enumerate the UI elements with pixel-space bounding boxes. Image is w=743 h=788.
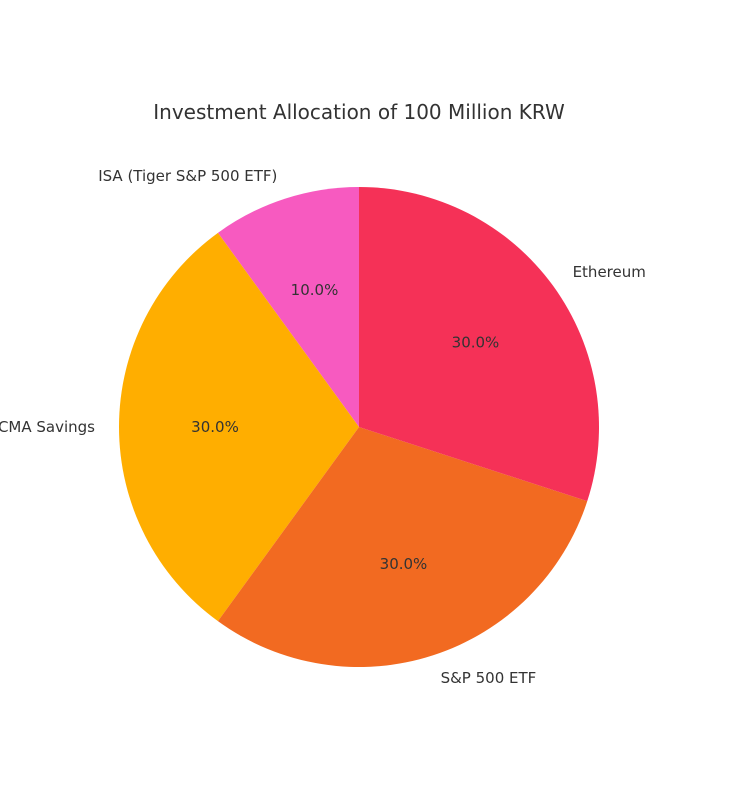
- pie-slice-ethereum: [359, 187, 599, 502]
- slice-label-isa-tiger-s-p-500-etf: ISA (Tiger S&P 500 ETF): [98, 167, 277, 185]
- percent-label-cma-savings: 30.0%: [191, 418, 239, 436]
- pie-slices: [118, 187, 599, 667]
- chart-title: Investment Allocation of 100 Million KRW: [153, 100, 565, 124]
- slice-labels: ISA (Tiger S&P 500 ETF) CMA Savings S&P 50…: [0, 167, 646, 687]
- slice-label-ethereum: Ethereum: [573, 263, 646, 281]
- percent-label-s-p-500-etf: 30.0%: [380, 555, 428, 573]
- pie-slice-cma-savings: [118, 232, 359, 622]
- slice-label-s-p-500-etf: S&P 500 ETF: [441, 669, 537, 687]
- percent-label-isa-tiger-s-p-500-etf: 10.0%: [291, 281, 339, 299]
- percent-labels: 10.0% 30.0% 30.0% 30.0%: [191, 281, 499, 573]
- percent-label-ethereum: 30.0%: [452, 333, 500, 351]
- pie-slice-isa-tiger-s-p-500-etf: [217, 187, 359, 427]
- slice-label-cma-savings: CMA Savings: [0, 418, 95, 436]
- pie-slice-s-p-500-etf: [217, 427, 588, 667]
